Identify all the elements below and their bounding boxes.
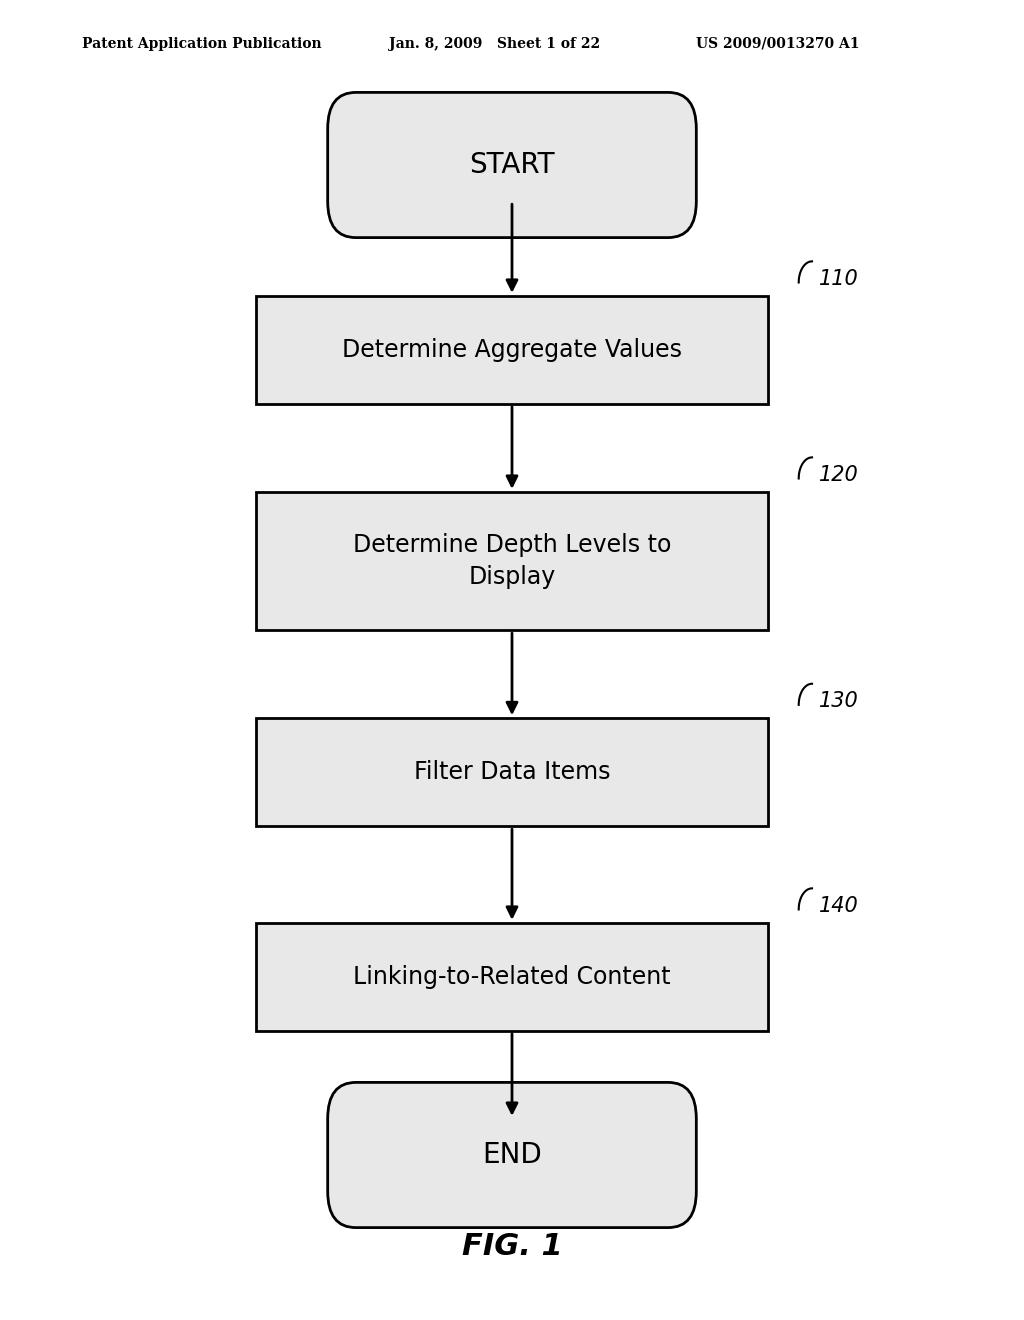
Text: Determine Aggregate Values: Determine Aggregate Values <box>342 338 682 362</box>
Text: Determine Depth Levels to
Display: Determine Depth Levels to Display <box>353 533 671 589</box>
Text: FIG. 1: FIG. 1 <box>462 1232 562 1261</box>
Text: 130: 130 <box>819 692 859 711</box>
FancyBboxPatch shape <box>328 1082 696 1228</box>
Text: START: START <box>469 150 555 180</box>
FancyBboxPatch shape <box>256 492 768 631</box>
FancyBboxPatch shape <box>328 92 696 238</box>
Text: 120: 120 <box>819 465 859 486</box>
Text: Jan. 8, 2009   Sheet 1 of 22: Jan. 8, 2009 Sheet 1 of 22 <box>389 37 600 51</box>
FancyBboxPatch shape <box>256 296 768 404</box>
Text: 140: 140 <box>819 896 859 916</box>
Text: END: END <box>482 1140 542 1170</box>
Text: US 2009/0013270 A1: US 2009/0013270 A1 <box>696 37 860 51</box>
Text: 110: 110 <box>819 269 859 289</box>
FancyBboxPatch shape <box>256 923 768 1031</box>
Text: Linking-to-Related Content: Linking-to-Related Content <box>353 965 671 989</box>
Text: Filter Data Items: Filter Data Items <box>414 760 610 784</box>
FancyBboxPatch shape <box>256 718 768 826</box>
Text: Patent Application Publication: Patent Application Publication <box>82 37 322 51</box>
